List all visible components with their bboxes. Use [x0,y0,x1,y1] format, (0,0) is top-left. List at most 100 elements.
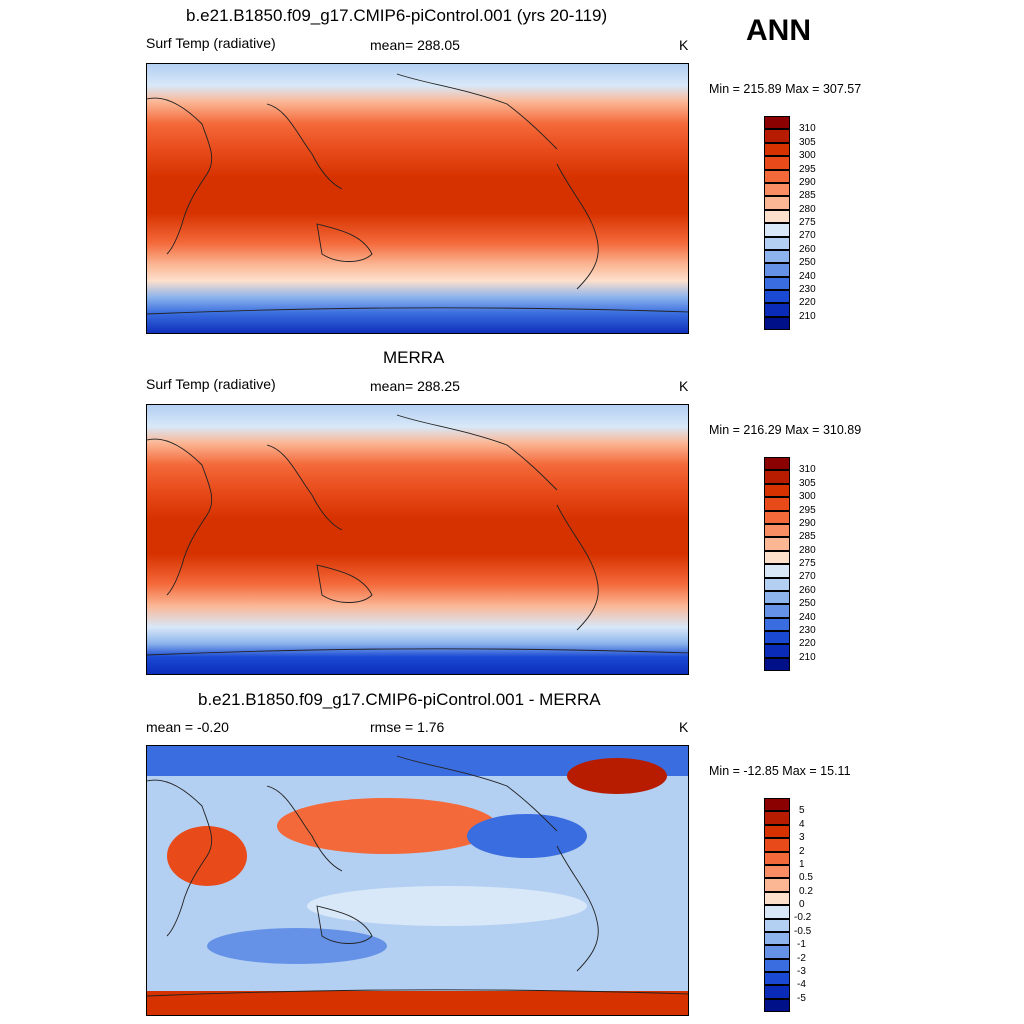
colorbar-tick-label: 270 [799,571,816,582]
panel-1-variable-label: Surf Temp (radiative) [146,35,276,51]
colorbar-tick-label: 310 [799,464,816,475]
colorbar-tick-label: 0.2 [799,886,813,897]
panel-2-coastlines [147,414,688,656]
colorbar-swatch [764,905,790,919]
colorbar-tick-label: 260 [799,585,816,596]
colorbar-tick-label: 290 [799,518,816,529]
panel-3-map [146,745,689,1016]
colorbar-swatch [764,604,790,618]
colorbar-tick-label: 230 [799,625,816,636]
colorbar-swatch [764,851,790,865]
colorbar-tick-label: 240 [799,612,816,623]
panel-2-colorbar [764,457,790,672]
colorbar-swatch [764,169,790,183]
colorbar-swatch [764,958,790,973]
colorbar-tick-label: 305 [799,137,816,148]
colorbar-swatch [764,510,790,524]
panel-1-map [146,63,689,334]
panel-2-minmax: Min = 216.29 Max = 310.89 [709,423,862,437]
panel-1-map-svg [147,64,688,333]
colorbar-tick-label: 270 [799,230,816,241]
colorbar-swatch [764,631,790,645]
colorbar-tick-label: -2 [797,953,806,964]
colorbar-swatch [764,657,790,672]
colorbar-swatch [764,316,790,331]
colorbar-tick-label: 275 [799,558,816,569]
panel-3-map-svg [147,746,688,1015]
panel-1-coastlines [147,73,688,315]
panel-2-units: K [679,378,689,394]
colorbar-swatch [764,617,790,632]
colorbar-tick-label: 295 [799,505,816,516]
colorbar-tick-label: 0.5 [799,872,813,883]
panel-2-variable-label: Surf Temp (radiative) [146,376,276,392]
colorbar-tick-label: 3 [799,832,805,843]
colorbar-swatch [764,564,790,578]
colorbar-swatch [764,196,790,210]
colorbar-tick-label: 280 [799,545,816,556]
colorbar-swatch [764,878,790,892]
colorbar-tick-label: 300 [799,150,816,161]
panel-1-title: b.e21.B1850.f09_g17.CMIP6-piControl.001 … [186,6,608,25]
colorbar-swatch [764,537,790,551]
colorbar-swatch [764,182,790,197]
colorbar-swatch [764,931,790,946]
colorbar-swatch [764,457,790,471]
colorbar-tick-label: 300 [799,491,816,502]
colorbar-tick-label: -4 [797,979,806,990]
colorbar-tick-label: 0 [799,899,805,910]
colorbar-tick-label: 285 [799,531,816,542]
colorbar-swatch [764,497,790,511]
season-label: ANN [746,14,811,47]
colorbar-tick-label: 210 [799,652,816,663]
panel-2-mean-label: mean= 288.25 [370,378,460,394]
panel-1-colorbar [764,116,790,331]
colorbar-tick-label: 4 [799,819,805,830]
colorbar-swatch [764,945,790,959]
panel-2-map-svg [147,405,688,674]
colorbar-swatch [764,550,790,565]
colorbar-swatch [764,142,790,157]
panel-3-units: K [679,719,689,735]
colorbar-swatch [764,998,790,1013]
colorbar-tick-label: 285 [799,190,816,201]
panel-1-mean-label: mean= 288.05 [370,37,460,53]
colorbar-tick-label: -5 [797,993,806,1004]
colorbar-swatch [764,249,790,264]
colorbar-swatch [764,985,790,999]
colorbar-tick-label: 310 [799,123,816,134]
colorbar-swatch [764,129,790,143]
colorbar-tick-label: 220 [799,638,816,649]
panel-1-units: K [679,37,689,53]
colorbar-swatch [764,290,790,304]
panel-3-mean-label: mean = -0.20 [146,719,229,735]
colorbar-swatch [764,156,790,170]
colorbar-tick-label: 305 [799,478,816,489]
colorbar-tick-label: 210 [799,311,816,322]
colorbar-tick-label: 5 [799,805,805,816]
colorbar-tick-label: -1 [797,939,806,950]
colorbar-tick-label: 250 [799,257,816,268]
colorbar-swatch [764,838,790,852]
panel-2-title: MERRA [383,348,445,367]
panel-3-colorbar [764,798,790,1013]
colorbar-swatch [764,209,790,224]
panel-1-minmax: Min = 215.89 Max = 307.57 [709,82,862,96]
colorbar-swatch [764,470,790,484]
colorbar-swatch [764,972,790,986]
colorbar-swatch [764,303,790,317]
panel-3-title: b.e21.B1850.f09_g17.CMIP6-piControl.001 … [198,690,601,709]
colorbar-swatch [764,276,790,291]
colorbar-tick-label: 275 [799,217,816,228]
colorbar-swatch [764,824,790,839]
panel-3-coastlines [147,755,688,997]
colorbar-swatch [764,223,790,237]
colorbar-tick-label: 280 [799,204,816,215]
colorbar-swatch [764,263,790,277]
colorbar-tick-label: 295 [799,164,816,175]
colorbar-swatch [764,577,790,591]
panel-2-map [146,404,689,675]
colorbar-swatch [764,523,790,538]
colorbar-swatch [764,891,790,906]
colorbar-tick-label: 290 [799,177,816,188]
